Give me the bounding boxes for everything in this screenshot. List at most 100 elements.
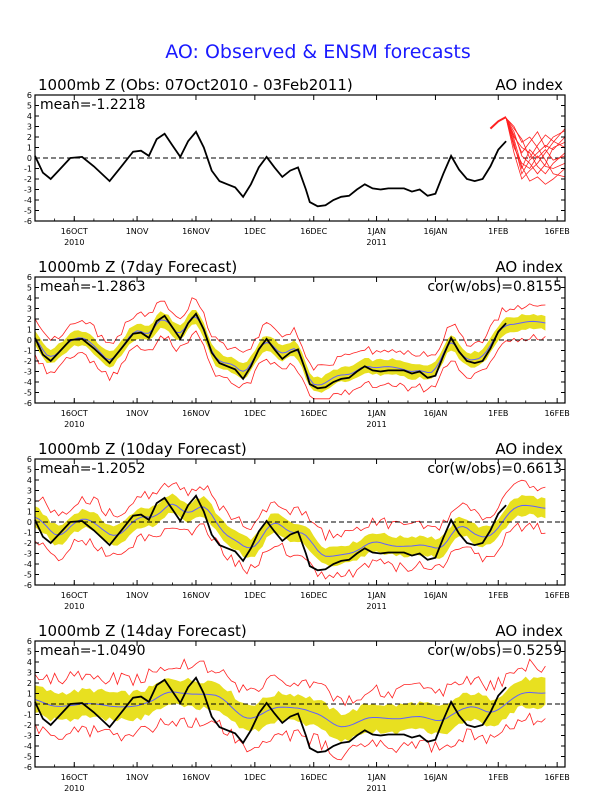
ensemble-mean-line <box>34 503 546 557</box>
forecast-member-line-10 <box>505 117 566 159</box>
forecast-lower-envelope-line <box>34 712 546 761</box>
y-tick-label: -5 <box>24 389 32 398</box>
x-tick-label: 16JAN <box>424 409 448 418</box>
y-tick-label: 2 <box>27 497 32 506</box>
chart-panel-4: 1000mb Z (14day Forecast) AO index mean=-1… <box>24 622 570 793</box>
forecast-upper-envelope-line <box>34 479 546 542</box>
y-tick-label: -2 <box>24 721 32 730</box>
forecast-member-line-2 <box>505 117 566 175</box>
y-tick-label: 5 <box>27 648 32 657</box>
forecast-lower-envelope-line <box>34 522 546 580</box>
ao-index-label: AO index <box>495 76 563 94</box>
observed-ao-line <box>34 676 507 754</box>
x-year-label: 2010 <box>64 238 84 247</box>
forecast-lower-envelope-line <box>34 330 546 400</box>
y-tick-label: -2 <box>24 539 32 548</box>
forecast-spread-band <box>35 493 546 567</box>
x-year-label: 2011 <box>366 602 386 611</box>
mean-label: mean=-1.2863 <box>40 279 145 295</box>
ao-index-label: AO index <box>495 622 563 640</box>
y-tick-label: 6 <box>27 91 32 100</box>
y-tick-label: 5 <box>27 102 32 111</box>
y-tick-label: 0 <box>27 336 32 345</box>
forecast-member-line-8 <box>505 117 566 154</box>
y-tick-label: -1 <box>24 529 32 538</box>
x-tick-label: 16DEC <box>300 591 327 600</box>
x-tick-label: 1DEC <box>244 409 266 418</box>
x-tick-label: 16DEC <box>300 227 327 236</box>
x-tick-label: 16FEB <box>544 227 569 236</box>
x-tick-label: 16FEB <box>544 773 569 782</box>
x-year-label: 2010 <box>64 602 84 611</box>
figure-title: AO: Observed & ENSM forecasts <box>165 41 470 63</box>
y-tick-label: 3 <box>27 305 32 314</box>
ensemble-mean-line <box>34 691 546 728</box>
y-tick-label: -5 <box>24 207 32 216</box>
x-year-label: 2010 <box>64 420 84 429</box>
x-tick-label: 16OCT <box>61 773 88 782</box>
y-tick-label: 3 <box>27 669 32 678</box>
x-tick-label: 16NOV <box>182 591 210 600</box>
y-tick-label: 2 <box>27 679 32 688</box>
x-tick-label: 1NOV <box>126 409 149 418</box>
y-tick-label: -6 <box>24 581 32 590</box>
forecast-member-line-9 <box>505 117 566 170</box>
x-tick-label: 1FEB <box>488 409 508 418</box>
panel-title: 1000mb Z (14day Forecast) <box>38 622 247 640</box>
mean-label: mean=-1.2218 <box>40 97 145 113</box>
x-year-label: 2010 <box>64 784 84 793</box>
y-tick-label: 6 <box>27 273 32 282</box>
y-tick-label: 0 <box>27 154 32 163</box>
x-year-label: 2011 <box>366 784 386 793</box>
x-tick-label: 1DEC <box>244 227 266 236</box>
forecast-member-line-6 <box>505 117 566 178</box>
y-tick-label: 1 <box>27 144 32 153</box>
x-tick-label: 16FEB <box>544 409 569 418</box>
y-tick-label: -3 <box>24 550 32 559</box>
y-tick-label: 4 <box>27 294 32 303</box>
y-tick-label: -4 <box>24 742 32 751</box>
x-tick-label: 16DEC <box>300 773 327 782</box>
ao-index-label: AO index <box>495 258 563 276</box>
y-tick-label: 1 <box>27 508 32 517</box>
y-tick-label: -5 <box>24 753 32 762</box>
panels-group: 1000mb Z (Obs: 07Oct2010 - 03Feb2011) AO … <box>24 76 570 793</box>
x-tick-label: 16JAN <box>424 227 448 236</box>
y-tick-label: 4 <box>27 476 32 485</box>
y-tick-label: 4 <box>27 112 32 121</box>
panel-title: 1000mb Z (7day Forecast) <box>38 258 237 276</box>
forecast-upper-envelope-line <box>34 658 546 707</box>
x-tick-label: 16OCT <box>61 591 88 600</box>
y-tick-label: -4 <box>24 378 32 387</box>
chart-panel-1: 1000mb Z (Obs: 07Oct2010 - 03Feb2011) AO … <box>24 76 570 247</box>
y-tick-label: -2 <box>24 175 32 184</box>
x-tick-label: 1JAN <box>367 409 386 418</box>
y-tick-label: 1 <box>27 326 32 335</box>
x-tick-label: 1FEB <box>488 591 508 600</box>
correlation-label: cor(w/obs)=0.5259 <box>427 643 562 659</box>
observed-ao-line <box>34 494 507 572</box>
forecast-upper-envelope-line <box>34 297 546 371</box>
x-tick-label: 16OCT <box>61 409 88 418</box>
ao-index-label: AO index <box>495 440 563 458</box>
x-tick-label: 1JAN <box>367 591 386 600</box>
forecast-member-line-7 <box>505 117 566 185</box>
y-tick-label: -4 <box>24 196 32 205</box>
panel-title: 1000mb Z (10day Forecast) <box>38 440 247 458</box>
x-tick-label: 1FEB <box>488 227 508 236</box>
chart-panel-2: 1000mb Z (7day Forecast) AO index mean=-1.… <box>24 258 570 429</box>
x-tick-label: 16NOV <box>182 773 210 782</box>
y-tick-label: 3 <box>27 487 32 496</box>
forecast-spread-band <box>35 676 546 743</box>
x-tick-label: 16NOV <box>182 409 210 418</box>
y-tick-label: 0 <box>27 518 32 527</box>
chart-panel-3: 1000mb Z (10day Forecast) AO index mean=-1… <box>24 440 570 611</box>
y-tick-label: -6 <box>24 763 32 772</box>
x-tick-label: 1FEB <box>488 773 508 782</box>
y-tick-label: -3 <box>24 368 32 377</box>
observed-ao-line <box>34 130 507 208</box>
y-tick-label: -3 <box>24 732 32 741</box>
y-tick-label: 1 <box>27 690 32 699</box>
x-year-label: 2011 <box>366 420 386 429</box>
